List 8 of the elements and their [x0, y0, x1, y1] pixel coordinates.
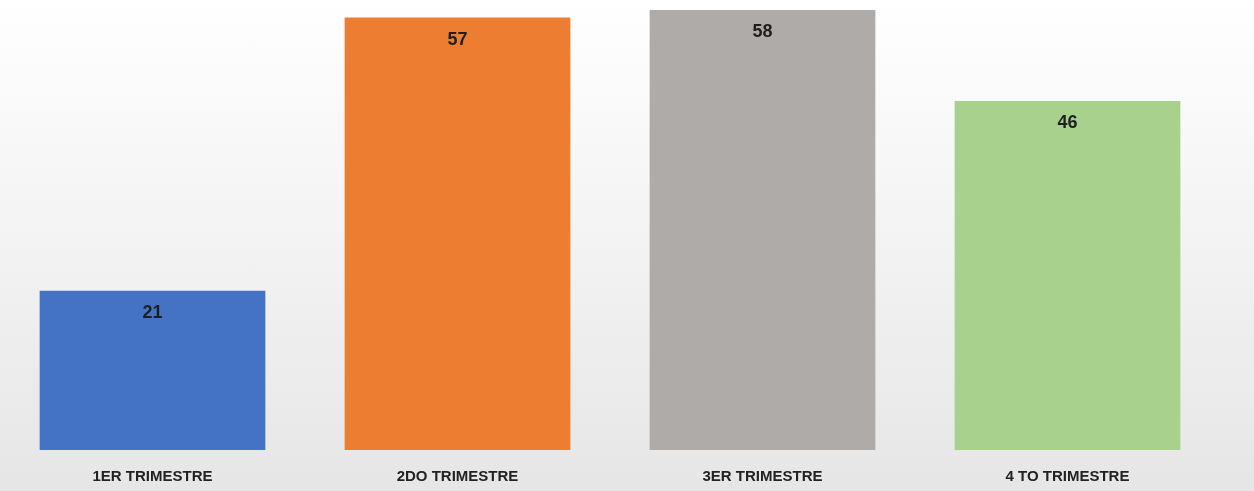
data-label: 46	[1057, 112, 1078, 133]
x-tick-label: 3ER TRIMESTRE	[702, 467, 823, 484]
data-label: 21	[142, 301, 163, 322]
x-tick-label: 4 TO TRIMESTRE	[1005, 467, 1130, 484]
data-label: 57	[447, 28, 468, 49]
data-label: 58	[752, 21, 773, 41]
x-tick-label: 2DO TRIMESTRE	[396, 467, 519, 484]
x-tick-label: 1ER TRIMESTRE	[92, 467, 213, 484]
